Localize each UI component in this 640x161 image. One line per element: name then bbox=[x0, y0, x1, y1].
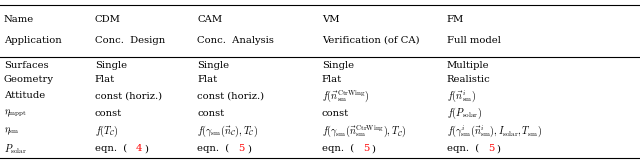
Text: $\eta_{\mathrm{mppt}}$: $\eta_{\mathrm{mppt}}$ bbox=[4, 108, 27, 119]
Text: FM: FM bbox=[447, 15, 464, 24]
Text: ): ) bbox=[372, 144, 376, 153]
Text: 5: 5 bbox=[488, 144, 495, 153]
Text: const: const bbox=[197, 109, 224, 118]
Text: Conc.  Analysis: Conc. Analysis bbox=[197, 36, 274, 45]
Text: Realistic: Realistic bbox=[447, 75, 490, 84]
Text: eqn.  (: eqn. ( bbox=[322, 144, 354, 153]
Text: Attitude: Attitude bbox=[4, 91, 45, 100]
Text: Geometry: Geometry bbox=[4, 75, 54, 84]
Text: $f(\gamma_{\mathrm{sm}}^{i}(\vec{n}_{\mathrm{sm}}^{i}),I_{\mathrm{solar}},T_{\ma: $f(\gamma_{\mathrm{sm}}^{i}(\vec{n}_{\ma… bbox=[447, 123, 541, 139]
Text: Conc.  Design: Conc. Design bbox=[95, 36, 165, 45]
Text: 5: 5 bbox=[364, 144, 370, 153]
Text: const: const bbox=[95, 109, 122, 118]
Text: $f(T_{\mathcal{C}})$: $f(T_{\mathcal{C}})$ bbox=[95, 123, 118, 139]
Text: eqn.  (: eqn. ( bbox=[447, 144, 479, 153]
Text: Single: Single bbox=[322, 61, 354, 70]
Text: Single: Single bbox=[95, 61, 127, 70]
Text: Multiple: Multiple bbox=[447, 61, 490, 70]
Text: const (horiz.): const (horiz.) bbox=[197, 91, 264, 100]
Text: Surfaces: Surfaces bbox=[4, 61, 49, 70]
Text: ): ) bbox=[247, 144, 251, 153]
Text: Full model: Full model bbox=[447, 36, 500, 45]
Text: Name: Name bbox=[4, 15, 34, 24]
Text: CAM: CAM bbox=[197, 15, 222, 24]
Text: CDM: CDM bbox=[95, 15, 120, 24]
Text: Flat: Flat bbox=[95, 75, 115, 84]
Text: $f(\gamma_{\mathrm{sm}}(\vec{n}_{\mathrm{sm}}^{\mathrm{CtrWing}}),T_{\mathcal{C}: $f(\gamma_{\mathrm{sm}}(\vec{n}_{\mathrm… bbox=[322, 123, 406, 139]
Text: $P_{\mathrm{solar}}$: $P_{\mathrm{solar}}$ bbox=[4, 142, 26, 156]
Text: ): ) bbox=[497, 144, 500, 153]
Text: eqn.  (: eqn. ( bbox=[95, 144, 127, 153]
Text: Flat: Flat bbox=[197, 75, 217, 84]
Text: $\eta_{\mathrm{sm}}$: $\eta_{\mathrm{sm}}$ bbox=[4, 126, 19, 137]
Text: 5: 5 bbox=[239, 144, 245, 153]
Text: Flat: Flat bbox=[322, 75, 342, 84]
Text: const: const bbox=[322, 109, 349, 118]
Text: $f(\vec{n}_{\mathrm{sm}}^{i})$: $f(\vec{n}_{\mathrm{sm}}^{i})$ bbox=[447, 88, 476, 104]
Text: Application: Application bbox=[4, 36, 61, 45]
Text: const (horiz.): const (horiz.) bbox=[95, 91, 162, 100]
Text: $f(\vec{n}_{\mathrm{sm}}^{\mathrm{CtrWing}})$: $f(\vec{n}_{\mathrm{sm}}^{\mathrm{CtrWin… bbox=[322, 88, 369, 104]
Text: Verification (of CA): Verification (of CA) bbox=[322, 36, 420, 45]
Text: Single: Single bbox=[197, 61, 229, 70]
Text: $f(\gamma_{\mathrm{sm}}(\vec{n}_{\mathcal{C}}),T_{\mathcal{C}})$: $f(\gamma_{\mathrm{sm}}(\vec{n}_{\mathca… bbox=[197, 123, 259, 139]
Text: VM: VM bbox=[322, 15, 339, 24]
Text: ): ) bbox=[145, 144, 148, 153]
Text: eqn.  (: eqn. ( bbox=[197, 144, 229, 153]
Text: $f(P_{\mathrm{solar}})$: $f(P_{\mathrm{solar}})$ bbox=[447, 106, 482, 121]
Text: 4: 4 bbox=[136, 144, 143, 153]
